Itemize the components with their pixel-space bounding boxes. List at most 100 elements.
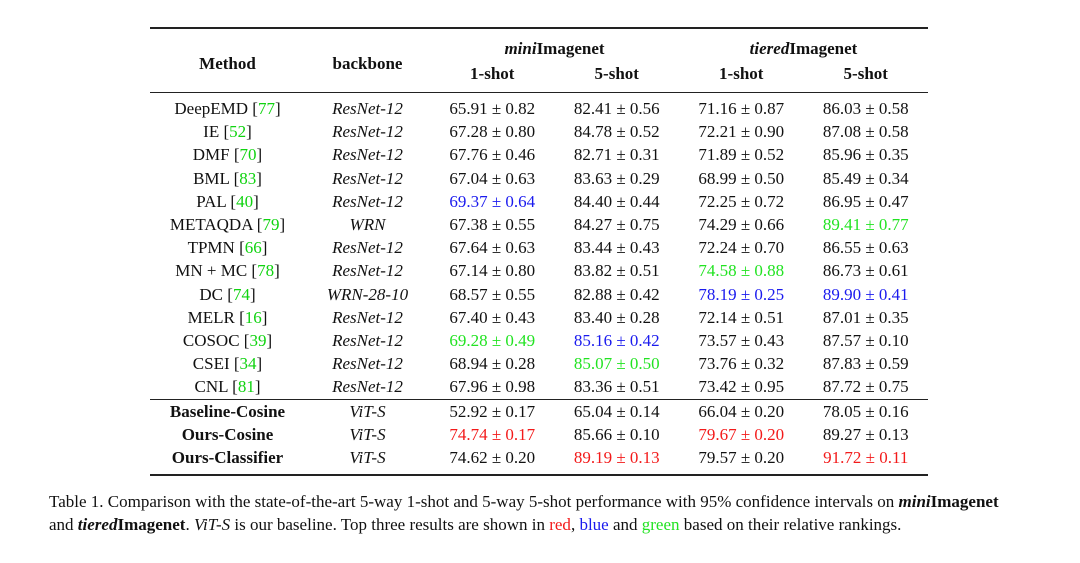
method-name: COSOC	[182, 331, 240, 351]
value-tiered-1shot: 73.57 ± 0.43	[698, 331, 785, 351]
method-cell: COSOC [39]	[182, 331, 273, 351]
citation-link[interactable]: 52	[229, 122, 247, 142]
table-row: Baseline-Cosine ViT-S 52.92 ± 0.17 65.04 ± …	[150, 399, 928, 423]
value-mini-5shot: 84.78 ± 0.52	[573, 122, 660, 142]
value-tiered-5shot: 86.55 ± 0.63	[822, 238, 909, 258]
citation-link[interactable]: 34	[239, 354, 257, 374]
value-mini-1shot: 74.62 ± 0.20	[449, 448, 536, 468]
value-mini-5shot: 82.41 ± 0.56	[573, 99, 660, 118]
value-tiered-1shot: 66.04 ± 0.20	[698, 401, 785, 421]
header-miniimagenet: miniImagenet	[504, 38, 605, 58]
method-name: CSEI	[192, 354, 230, 374]
caption-vit: ViT-S	[193, 515, 231, 534]
value-tiered-5shot: 87.08 ± 0.58	[822, 122, 909, 142]
value-mini-1shot: 67.14 ± 0.80	[449, 261, 536, 281]
citation-link[interactable]: 40	[236, 191, 254, 211]
table-row: DeepEMD [77] ResNet-12 65.91 ± 0.82 82.41 ±…	[150, 93, 928, 121]
method-cell: MN + MC [78]	[175, 261, 280, 281]
value-tiered-5shot: 86.95 ± 0.47	[822, 191, 909, 211]
value-tiered-5shot: 86.03 ± 0.58	[822, 99, 909, 118]
caption-text-3: .	[185, 515, 194, 534]
backbone-cell: ResNet-12	[332, 145, 403, 165]
citation-link[interactable]: 66	[244, 238, 262, 258]
value-mini-5shot: 85.66 ± 0.10	[573, 424, 660, 444]
value-mini-5shot: 84.27 ± 0.75	[573, 215, 660, 235]
value-tiered-1shot: 72.24 ± 0.70	[698, 238, 785, 258]
backbone-cell: ResNet-12	[332, 331, 403, 351]
backbone-cell: ResNet-12	[332, 261, 403, 281]
value-tiered-5shot: 87.01 ± 0.35	[822, 307, 909, 327]
value-mini-5shot: 83.36 ± 0.51	[573, 377, 660, 397]
backbone-cell: ResNet-12	[332, 238, 403, 258]
method-name: PAL	[196, 191, 227, 211]
value-mini-1shot: 69.37 ± 0.64	[449, 191, 536, 211]
citation-link[interactable]: 70	[239, 145, 257, 165]
method-cell: MELR [16]	[187, 307, 268, 327]
value-tiered-1shot: 68.99 ± 0.50	[698, 168, 785, 188]
value-tiered-1shot: 79.57 ± 0.20	[698, 448, 785, 468]
backbone-cell: ViT-S	[349, 401, 386, 421]
value-tiered-5shot: 86.73 ± 0.61	[822, 261, 909, 281]
value-tiered-5shot: 87.72 ± 0.75	[822, 377, 909, 397]
citation-link[interactable]: 78	[257, 261, 275, 281]
method-cell: PAL [40]	[196, 191, 259, 211]
table-row: METAQDA [79] WRN 67.38 ± 0.55 84.27 ± 0.75 7…	[150, 213, 928, 236]
value-mini-1shot: 67.28 ± 0.80	[449, 122, 536, 142]
citation-link[interactable]: 83	[239, 168, 257, 188]
method-cell: CNL [81]	[194, 377, 261, 397]
method-name: DMF	[192, 145, 230, 165]
header-mini-1shot: 1-shot	[470, 64, 515, 83]
value-mini-5shot: 82.71 ± 0.31	[573, 145, 660, 165]
value-tiered-5shot: 87.57 ± 0.10	[822, 331, 909, 351]
value-mini-5shot: 65.04 ± 0.14	[573, 401, 660, 421]
caption-green-word: green	[641, 515, 680, 534]
backbone-cell: ResNet-12	[332, 354, 403, 374]
backbone-cell: ViT-S	[349, 424, 386, 444]
table-row: DMF [70] ResNet-12 67.76 ± 0.46 82.71 ± 0.3…	[150, 143, 928, 166]
backbone-cell: ResNet-12	[332, 377, 403, 397]
table-row: BML [83] ResNet-12 67.04 ± 0.63 83.63 ± 0.2…	[150, 167, 928, 190]
method-cell: BML [83]	[193, 168, 262, 188]
value-tiered-5shot: 85.49 ± 0.34	[822, 168, 909, 188]
value-mini-1shot: 74.74 ± 0.17	[449, 424, 536, 444]
table-row: DC [74] WRN-28-10 68.57 ± 0.55 82.88 ± 0.42…	[150, 283, 928, 306]
results-table-wrapper: Method backbone miniImagenet tieredImage…	[150, 27, 928, 477]
method-cell: TPMN [66]	[187, 238, 268, 258]
method-name: IE	[203, 122, 220, 142]
caption-and: and	[608, 515, 642, 534]
value-mini-5shot: 82.88 ± 0.42	[573, 284, 660, 304]
table-row: TPMN [66] ResNet-12 67.64 ± 0.63 83.44 ± 0.…	[150, 236, 928, 259]
method-name: MELR	[187, 307, 235, 327]
citation-link[interactable]: 77	[257, 99, 275, 118]
value-tiered-1shot: 71.16 ± 0.87	[698, 99, 785, 118]
citation-link[interactable]: 16	[244, 307, 262, 327]
value-tiered-5shot: 78.05 ± 0.16	[822, 401, 909, 421]
citation-link[interactable]: 81	[237, 377, 255, 397]
backbone-cell: ResNet-12	[332, 168, 403, 188]
backbone-cell: WRN	[349, 215, 386, 235]
table-caption: Table 1. Comparison with the state-of-th…	[49, 490, 1069, 536]
caption-text-1: Table 1. Comparison with the state-of-th…	[49, 492, 899, 511]
citation-link[interactable]: 74	[232, 284, 250, 304]
method-cell: DC [74]	[199, 284, 256, 304]
citation-link[interactable]: 39	[249, 331, 267, 351]
value-mini-5shot: 83.44 ± 0.43	[573, 238, 660, 258]
method-name: Ours-Cosine	[181, 424, 274, 444]
table-row: CNL [81] ResNet-12 67.96 ± 0.98 83.36 ± 0.5…	[150, 375, 928, 399]
method-name: METAQDA	[169, 215, 253, 235]
value-tiered-1shot: 72.14 ± 0.51	[698, 307, 785, 327]
value-mini-1shot: 52.92 ± 0.17	[449, 401, 536, 421]
header-backbone: backbone	[332, 53, 403, 73]
value-tiered-1shot: 73.76 ± 0.32	[698, 354, 785, 374]
value-tiered-5shot: 89.41 ± 0.77	[822, 215, 909, 235]
value-mini-1shot: 67.64 ± 0.63	[449, 238, 536, 258]
caption-mini-prefix: mini	[898, 492, 931, 511]
caption-text-2: and	[49, 515, 78, 534]
caption-red-word: red	[549, 515, 571, 534]
value-tiered-1shot: 72.21 ± 0.90	[698, 122, 785, 142]
caption-blue-word: blue	[579, 515, 609, 534]
table-row: MELR [16] ResNet-12 67.40 ± 0.43 83.40 ± 0.…	[150, 306, 928, 329]
caption-sep: ,	[570, 515, 580, 534]
citation-link[interactable]: 79	[262, 215, 280, 235]
backbone-cell: ViT-S	[349, 448, 386, 468]
